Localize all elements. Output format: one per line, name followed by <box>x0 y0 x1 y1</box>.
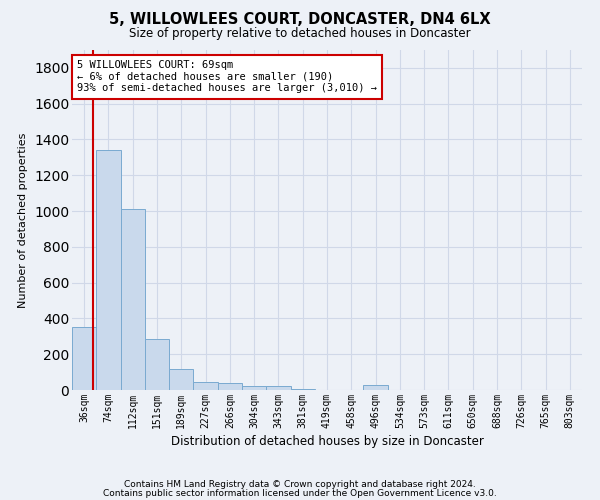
Bar <box>121 210 145 390</box>
Bar <box>193 382 218 390</box>
X-axis label: Distribution of detached houses by size in Doncaster: Distribution of detached houses by size … <box>170 435 484 448</box>
Bar <box>72 328 96 390</box>
Bar <box>145 339 169 390</box>
Text: Contains public sector information licensed under the Open Government Licence v3: Contains public sector information licen… <box>103 488 497 498</box>
Bar <box>266 386 290 390</box>
Text: Size of property relative to detached houses in Doncaster: Size of property relative to detached ho… <box>129 28 471 40</box>
Bar <box>290 389 315 390</box>
Text: 5 WILLOWLEES COURT: 69sqm
← 6% of detached houses are smaller (190)
93% of semi-: 5 WILLOWLEES COURT: 69sqm ← 6% of detach… <box>77 60 377 94</box>
Bar <box>364 384 388 390</box>
Bar <box>96 150 121 390</box>
Text: 5, WILLOWLEES COURT, DONCASTER, DN4 6LX: 5, WILLOWLEES COURT, DONCASTER, DN4 6LX <box>109 12 491 28</box>
Y-axis label: Number of detached properties: Number of detached properties <box>19 132 28 308</box>
Bar <box>242 386 266 390</box>
Bar <box>218 383 242 390</box>
Bar <box>169 368 193 390</box>
Text: Contains HM Land Registry data © Crown copyright and database right 2024.: Contains HM Land Registry data © Crown c… <box>124 480 476 489</box>
